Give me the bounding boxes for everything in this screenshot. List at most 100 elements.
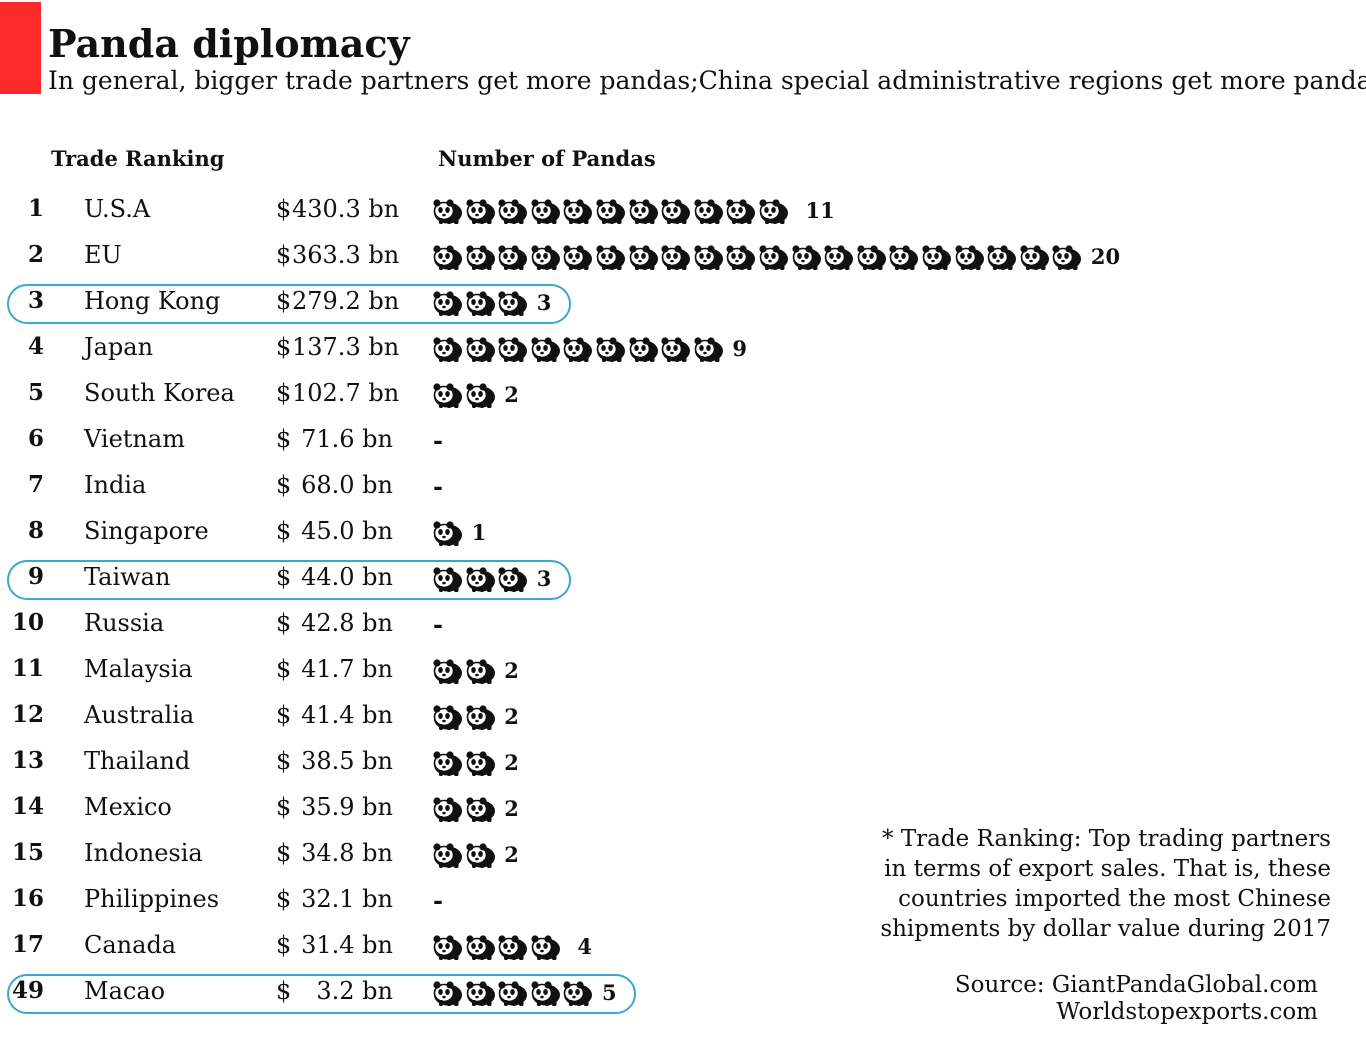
- export-value: 31.4 bn: [301, 931, 393, 959]
- panda-icon: [465, 382, 496, 408]
- table-row: 10 Russia $42.8 bn -: [0, 602, 1366, 648]
- panda-icon: [433, 336, 463, 362]
- country-name: Macao: [84, 977, 166, 1005]
- footnote: * Trade Ranking: Top trading partners in…: [880, 824, 1331, 944]
- panda-icon: [726, 198, 756, 224]
- panda-icons: 9: [433, 335, 747, 363]
- no-pandas-dash: -: [433, 472, 443, 501]
- panda-icon: [824, 244, 854, 270]
- currency-symbol: $: [276, 793, 292, 821]
- rank-cell: 11: [11, 655, 44, 682]
- panda-icon: [433, 658, 463, 684]
- panda-icon: [596, 244, 626, 270]
- rank-cell: 15: [11, 839, 44, 866]
- table-row: 9 Taiwan $44.0 bn 3: [0, 556, 1366, 602]
- panda-icon: [531, 244, 561, 270]
- export-value: 41.4 bn: [301, 701, 393, 729]
- export-value: 44.0 bn: [301, 563, 393, 591]
- panda-icon: [433, 520, 463, 546]
- panda-icon: [498, 980, 528, 1006]
- country-name: Canada: [84, 931, 177, 959]
- rank-cell: 1: [27, 195, 44, 222]
- panda-icon: [922, 244, 952, 270]
- panda-count-label: 2: [504, 658, 519, 683]
- panda-icon: [465, 704, 496, 730]
- country-name: Japan: [84, 333, 154, 361]
- rank-cell: 12: [11, 701, 44, 728]
- panda-icons: 2: [433, 381, 519, 409]
- panda-icon: [465, 980, 496, 1006]
- panda-count-label: 5: [601, 980, 617, 1005]
- table-row: 4 Japan $137.3 bn 9: [0, 326, 1366, 372]
- panda-icon: [465, 658, 496, 684]
- source-credit: Source: GiantPandaGlobal.com Worldstopex…: [955, 972, 1318, 1026]
- panda-icon: [465, 796, 496, 822]
- panda-icon: [498, 198, 528, 224]
- panda-icons: 2: [433, 841, 519, 869]
- panda-icon: [563, 198, 593, 224]
- table-row: 49 Macao $3.2 bn 5: [0, 970, 1366, 1016]
- panda-count-label: 2: [504, 382, 519, 407]
- panda-icons: 1: [433, 519, 486, 547]
- currency-symbol: $: [276, 471, 292, 499]
- footnote-line: countries imported the most Chinese: [898, 886, 1331, 912]
- currency-symbol: $: [276, 747, 292, 775]
- rank-cell: 5: [27, 379, 44, 406]
- panda-count-label: 2: [504, 704, 519, 729]
- country-name: Thailand: [84, 747, 191, 775]
- export-value: 102.7 bn: [292, 379, 400, 407]
- export-value: 34.8 bn: [301, 839, 393, 867]
- rank-cell: 3: [27, 287, 44, 314]
- table-row: 13 Thailand $38.5 bn 2: [0, 740, 1366, 786]
- country-name: Russia: [84, 609, 165, 637]
- rank-cell: 8: [27, 517, 44, 544]
- panda-icon: [531, 336, 561, 362]
- rank-cell: 16: [11, 885, 44, 912]
- table-row: 2 EU $363.3 bn 20: [0, 234, 1366, 280]
- rank-cell: 17: [11, 931, 44, 958]
- panda-icon: [433, 198, 463, 224]
- panda-icon: [596, 198, 626, 224]
- currency-symbol: $: [276, 241, 292, 269]
- panda-icons: 2: [433, 749, 519, 777]
- export-value: 71.6 bn: [301, 425, 393, 453]
- panda-count-label: 3: [536, 566, 552, 591]
- panda-icons: 5: [433, 979, 617, 1007]
- panda-icon: [433, 796, 463, 822]
- panda-icon: [498, 934, 528, 960]
- panda-icon: [498, 336, 528, 362]
- panda-icons: -: [433, 427, 443, 455]
- panda-icon: [954, 244, 985, 270]
- table-row: 8 Singapore $45.0 bn 1: [0, 510, 1366, 556]
- country-name: South Korea: [84, 379, 235, 407]
- country-name: Malaysia: [84, 655, 193, 683]
- table-row: 5 South Korea $102.7 bn 2: [0, 372, 1366, 418]
- table-row: 15 Indonesia $34.8 bn 2: [0, 832, 1366, 878]
- panda-count-label: 20: [1090, 244, 1121, 269]
- panda-icon: [1020, 244, 1050, 270]
- panda-icon: [889, 244, 919, 270]
- table-row: 17 Canada $31.4 bn 4: [0, 924, 1366, 970]
- panda-icons: 20: [433, 243, 1120, 271]
- table-row: 16 Philippines $32.1 bn -: [0, 878, 1366, 924]
- country-name: Vietnam: [84, 425, 185, 453]
- table-row: 3 Hong Kong $279.2 bn 3: [0, 280, 1366, 326]
- panda-icon: [433, 382, 463, 408]
- panda-icon: [563, 336, 593, 362]
- rank-cell: 4: [27, 333, 44, 360]
- panda-icon: [694, 198, 724, 224]
- panda-icon: [791, 244, 822, 270]
- currency-symbol: $: [276, 425, 292, 453]
- rank-cell: 10: [11, 609, 44, 636]
- chart-title: Panda diplomacy: [48, 21, 410, 66]
- export-value: 363.3 bn: [292, 241, 400, 269]
- panda-count-label: 3: [536, 290, 552, 315]
- no-pandas-dash: -: [433, 426, 443, 455]
- panda-icon: [726, 244, 756, 270]
- panda-icon: [759, 198, 789, 224]
- export-value: 68.0 bn: [301, 471, 393, 499]
- rank-cell: 7: [27, 471, 44, 498]
- export-value: 32.1 bn: [301, 885, 393, 913]
- rank-cell: 14: [11, 793, 44, 820]
- panda-icon: [465, 336, 496, 362]
